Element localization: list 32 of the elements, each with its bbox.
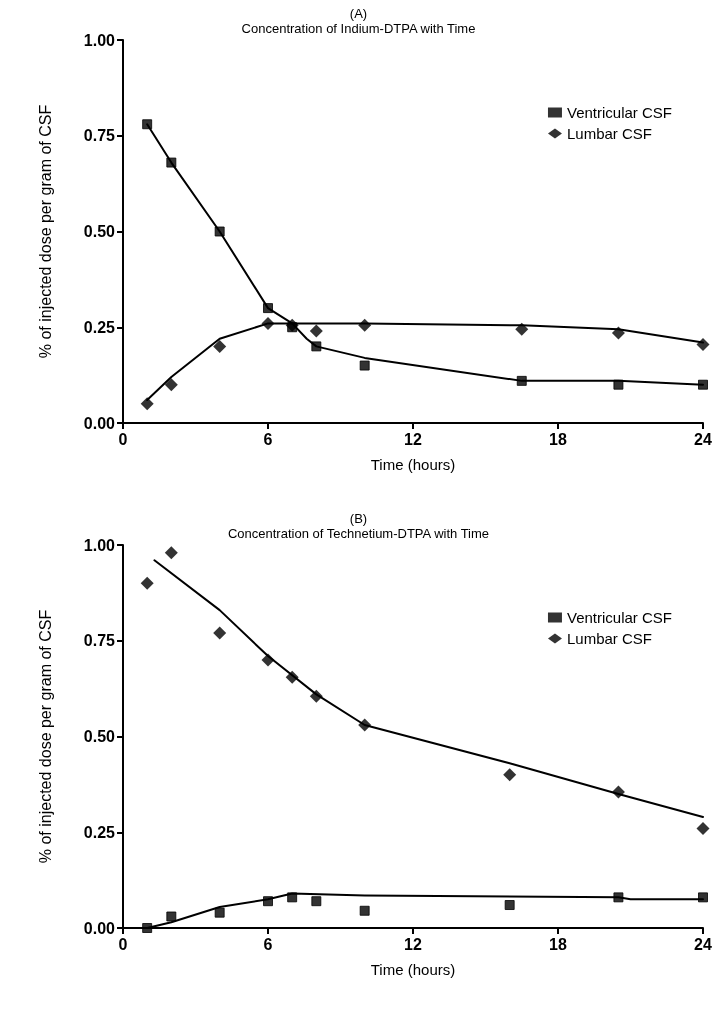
y-tick-label: 0.50 [83, 223, 116, 240]
legend-label: Ventricular CSF [566, 104, 673, 121]
y-tick-label: 0.25 [83, 318, 116, 336]
x-tick-label: 18 [549, 430, 567, 448]
y-axis-title: % of injected dose per gram of CSF [36, 104, 54, 359]
y-tick-label: 0.00 [83, 414, 116, 432]
y-tick-label: 0.00 [83, 919, 116, 937]
x-tick-label: 6 [263, 430, 273, 448]
chart-subtitle: Concentration of Indium-DTPA with Time [241, 21, 476, 36]
x-axis-title: Time (hours) [370, 456, 456, 473]
x-tick-label: 0 [118, 430, 128, 448]
y-tick-label: 1.00 [83, 31, 116, 49]
y-tick-label: 0.75 [83, 632, 116, 650]
x-tick-label: 24 [694, 430, 712, 448]
x-tick-label: 18 [549, 935, 567, 953]
legend-label: Ventricular CSF [566, 609, 673, 626]
legend-label: Lumbar CSF [566, 125, 652, 142]
x-tick-label: 24 [694, 935, 712, 953]
y-tick-label: 0.25 [83, 823, 116, 841]
x-tick-label: 12 [404, 935, 422, 953]
y-axis-title: % of injected dose per gram of CSF [36, 609, 54, 864]
chart-title: (A) [349, 6, 368, 21]
legend-label: Lumbar CSF [566, 630, 652, 647]
x-tick-label: 0 [118, 935, 128, 953]
y-tick-label: 0.75 [83, 127, 116, 145]
chart-subtitle: Concentration of Technetium-DTPA with Time [227, 526, 490, 541]
y-tick-label: 0.50 [83, 728, 116, 745]
x-tick-label: 12 [404, 430, 422, 448]
chart-title: (B) [349, 511, 368, 526]
x-axis-title: Time (hours) [370, 961, 456, 978]
x-tick-label: 6 [263, 935, 273, 953]
y-tick-label: 1.00 [83, 536, 116, 554]
